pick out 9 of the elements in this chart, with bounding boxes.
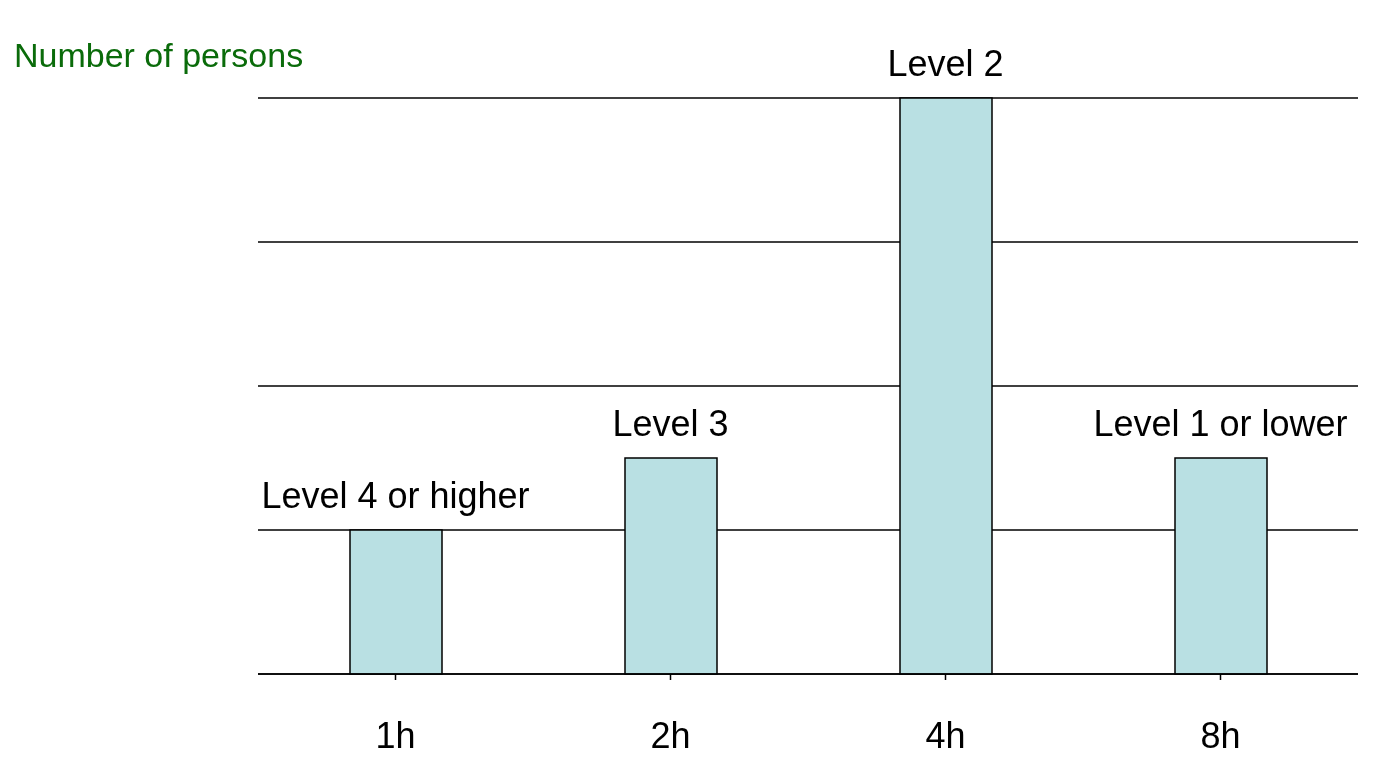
x-tick-label: 2h (650, 714, 691, 756)
x-tick-label: 8h (1200, 714, 1241, 756)
y-axis-title: Number of persons (14, 36, 304, 75)
annotation: Level 2 (887, 43, 1004, 84)
annotation: Level 3 (612, 403, 729, 444)
annotation: Level 4 or higher (261, 475, 530, 516)
x-tick-label: 4h (925, 714, 966, 756)
annotation: Level 1 or lower (1093, 403, 1348, 444)
x-tick-label: 1h (375, 714, 416, 756)
